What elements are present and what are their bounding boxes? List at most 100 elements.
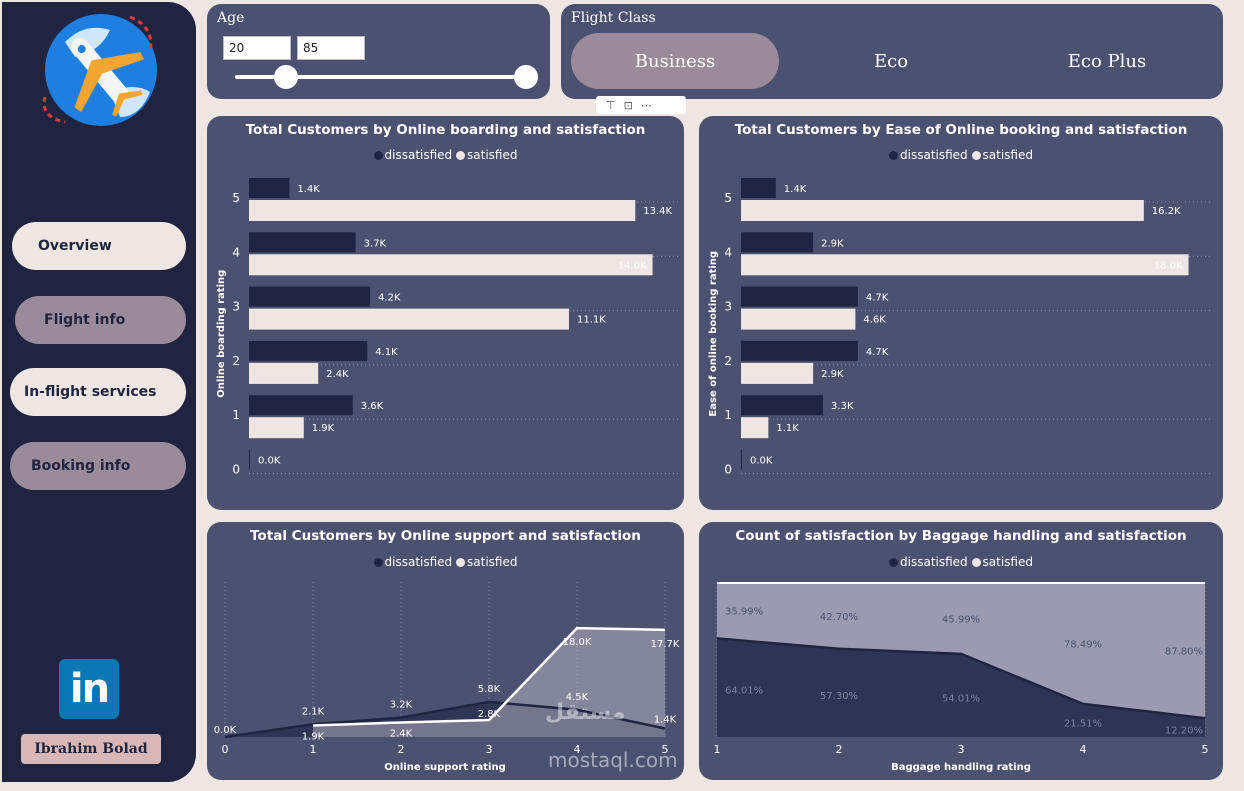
more-options-icon[interactable]: ⋯ xyxy=(640,98,652,112)
data-label-dissatisfied: 57.30% xyxy=(820,691,858,702)
x-tick-label: 2 xyxy=(836,743,843,756)
legend-dissatisfied-label: dissatisfied xyxy=(900,148,968,162)
baggage-handling-chart: Count of satisfaction by Baggage handlin… xyxy=(699,522,1223,780)
data-label-satisfied: 18.0K xyxy=(563,637,592,648)
data-label-dissatisfied: 2.9K xyxy=(821,238,844,249)
bar-dissatisfied xyxy=(741,395,824,416)
data-label-dissatisfied: 12.20% xyxy=(1165,726,1203,737)
age-max-input[interactable] xyxy=(297,36,365,60)
data-label-dissatisfied: 4.7K xyxy=(866,293,889,304)
data-label-dissatisfied: 3.2K xyxy=(390,700,413,711)
area-dissatisfied xyxy=(225,701,665,737)
watermark-arabic: مستقل xyxy=(545,700,626,725)
legend-dissatisfied-dot xyxy=(889,558,899,567)
legend-satisfied-label: satisfied xyxy=(467,555,518,569)
y-tick-label: 3 xyxy=(232,300,240,314)
age-slicer: Age xyxy=(207,4,550,99)
bar-satisfied xyxy=(249,308,569,330)
watermark-latin: mostaql.com xyxy=(548,748,678,772)
x-tick-label: 1 xyxy=(714,743,721,756)
legend-dissatisfied-dot xyxy=(889,151,899,160)
nav-booking-info-button[interactable]: Booking info xyxy=(10,442,186,490)
bar-dissatisfied xyxy=(741,232,814,253)
data-label-satisfied: 2.4K xyxy=(390,728,413,739)
author-name: Ibrahim Bolad xyxy=(21,734,161,764)
bar-satisfied xyxy=(249,200,636,221)
pin-icon[interactable]: ⊤ xyxy=(606,98,616,112)
nav-overview-button[interactable]: Overview xyxy=(12,222,186,270)
flight-class-slicer: Flight Class Business Eco Eco Plus xyxy=(561,4,1223,99)
x-tick-label: 5 xyxy=(1202,743,1209,756)
data-label-dissatisfied: 21.51% xyxy=(1064,718,1102,729)
data-label-satisfied: 1.9K xyxy=(312,423,335,434)
data-label-satisfied: 45.99% xyxy=(942,614,980,625)
data-label-dissatisfied: 4.1K xyxy=(375,347,398,358)
nav-label: Flight info xyxy=(44,312,126,328)
linkedin-icon[interactable]: in xyxy=(59,659,119,719)
x-tick-label: 4 xyxy=(1080,743,1087,756)
nav-label: Overview xyxy=(38,238,112,254)
y-tick-label: 2 xyxy=(724,354,732,368)
y-axis-title: Online boarding rating xyxy=(216,270,227,398)
legend-satisfied-dot xyxy=(456,558,466,567)
age-slider-track[interactable] xyxy=(235,75,525,79)
y-tick-label: 5 xyxy=(724,191,732,205)
chart-title: Count of satisfaction by Baggage handlin… xyxy=(735,528,1187,544)
data-label-satisfied: 78.49% xyxy=(1064,639,1102,650)
chart-title: Total Customers by Ease of Online bookin… xyxy=(734,122,1188,138)
nav-flight-info-button[interactable]: Flight info xyxy=(15,296,186,344)
data-label-dissatisfied: 4.5K xyxy=(566,692,589,703)
bar-satisfied xyxy=(741,362,814,384)
online-support-area-chart: 0 1 2 3 4 5 Online support rating 0.0K 2.1K 3.2K 5… xyxy=(214,582,680,773)
legend-dissatisfied-label: dissatisfied xyxy=(384,148,453,162)
data-label-dissatisfied: 3.6K xyxy=(361,401,384,412)
nav-inflight-services-button[interactable]: In-flight services xyxy=(10,368,186,416)
age-slider-max-handle[interactable] xyxy=(514,65,538,89)
age-min-input[interactable] xyxy=(223,36,291,60)
sidebar: Overview Flight info In-flight services … xyxy=(2,2,196,782)
data-label-dissatisfied: 1.4K xyxy=(297,184,320,195)
legend-dissatisfied-dot xyxy=(373,151,383,160)
data-label-satisfied: 11.1K xyxy=(577,315,606,326)
y-tick-label: 5 xyxy=(232,191,240,205)
data-label-satisfied: 2.4K xyxy=(326,369,349,380)
flight-class-eco[interactable]: Eco xyxy=(873,50,909,72)
data-label-dissatisfied: 54.01% xyxy=(942,693,980,704)
online-boarding-chart: Total Customers by Online boarding and s… xyxy=(207,116,684,510)
bar-dissatisfied xyxy=(249,449,250,470)
area-dissatisfied xyxy=(717,638,1205,737)
legend-satisfied-dot xyxy=(971,151,981,160)
y-tick-label: 1 xyxy=(724,408,732,422)
x-tick-label: 5 xyxy=(662,743,669,756)
nav-label: Booking info xyxy=(31,458,131,474)
data-label-satisfied: 87.80% xyxy=(1165,647,1203,658)
baggage-handling-area-chart: 1 2 3 4 5 Baggage handling rating 35.99% 42.70%… xyxy=(714,582,1209,773)
bar-satisfied xyxy=(741,254,1189,276)
nav-label: In-flight services xyxy=(24,384,157,400)
flight-class-business[interactable]: Business xyxy=(571,33,779,89)
y-axis-title: Ease of online booking rating xyxy=(708,251,719,417)
bar-dissatisfied xyxy=(741,178,776,198)
age-slider-min-handle[interactable] xyxy=(274,65,298,89)
online-boarding-bar-chart: Online boarding rating51.4K13.4K43.7K14.… xyxy=(216,178,679,477)
age-slicer-title: Age xyxy=(217,10,245,26)
x-axis-title: Baggage handling rating xyxy=(891,762,1031,773)
x-tick-label: 1 xyxy=(310,743,317,756)
flight-class-eco-plus[interactable]: Eco Plus xyxy=(1067,50,1147,72)
online-booking-bar-chart: Ease of online booking rating 5 1.4K 16.2K 4… xyxy=(708,178,1213,477)
area-satisfied xyxy=(717,583,1205,719)
legend-satisfied-label: satisfied xyxy=(982,555,1033,569)
data-label-satisfied: 2.8K xyxy=(478,709,501,720)
bar-dissatisfied xyxy=(249,178,290,198)
legend-satisfied-dot xyxy=(456,151,466,160)
data-label-dissatisfied: 64.01% xyxy=(725,686,763,697)
data-label-satisfied: 2.9K xyxy=(821,369,844,380)
bar-satisfied xyxy=(741,417,769,439)
x-tick-label: 3 xyxy=(958,743,965,756)
legend-satisfied-dot xyxy=(971,558,981,567)
bar-satisfied xyxy=(741,308,856,330)
data-label-dissatisfied: 0.0K xyxy=(750,456,773,467)
bar-dissatisfied xyxy=(249,395,353,416)
focus-mode-icon[interactable]: ⊡ xyxy=(623,98,633,112)
data-label-dissatisfied: 0.0K xyxy=(258,456,281,467)
